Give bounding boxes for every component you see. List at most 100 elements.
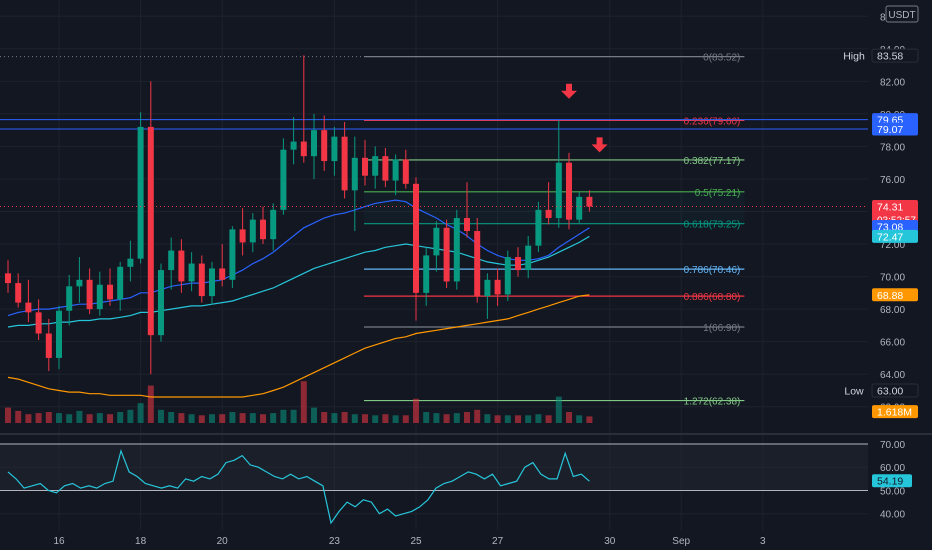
price-label-title: High xyxy=(843,51,865,63)
rsi-pane xyxy=(0,443,868,525)
volume-bar xyxy=(66,414,73,423)
rsi-label-box xyxy=(872,474,912,488)
candle xyxy=(433,221,440,272)
candle xyxy=(137,112,144,264)
candle xyxy=(260,206,266,245)
fibonacci-retracement[interactable]: 0(83.52) 0.236(79.60) 0.382(77.17) 0.5(75.2… xyxy=(364,53,745,408)
candle-body xyxy=(474,231,481,297)
candle-body xyxy=(117,266,124,300)
price-axis-label[interactable]: 1.618M xyxy=(872,405,918,419)
fib-level-label: 0.382(77.17) xyxy=(684,156,741,167)
candle xyxy=(249,213,256,253)
candle xyxy=(45,318,52,371)
candle xyxy=(158,263,164,342)
candle xyxy=(555,120,562,228)
candle-body xyxy=(484,279,491,297)
price-tick-label: 82.00 xyxy=(880,77,905,88)
candle-body xyxy=(321,130,328,162)
candle-body xyxy=(127,258,134,267)
time-tick-label: 23 xyxy=(329,536,341,547)
volume-bar xyxy=(35,413,42,423)
volume-bar xyxy=(484,414,491,423)
candle xyxy=(382,148,389,188)
candle xyxy=(351,136,358,232)
candle xyxy=(484,273,491,319)
candle-body xyxy=(107,284,113,300)
candle xyxy=(423,247,430,306)
price-label-value: 1.618M xyxy=(877,407,912,419)
moving-averages xyxy=(7,199,590,398)
candle xyxy=(362,139,368,186)
price-label-box xyxy=(872,122,918,136)
down-arrow-icon[interactable] xyxy=(561,83,577,99)
currency-badge[interactable]: USDT xyxy=(885,5,919,23)
price-tick-label: 64.00 xyxy=(880,370,905,381)
volume-bar xyxy=(402,415,409,423)
price-axis-label[interactable]: 68.88 xyxy=(872,288,918,302)
candle-body xyxy=(392,159,399,181)
price-axis-label[interactable]: 83.58 High xyxy=(838,48,919,63)
price-label-value: 63.00 xyxy=(877,385,903,397)
price-tick-label: 76.00 xyxy=(880,175,905,186)
candle xyxy=(219,244,226,287)
candle xyxy=(86,268,93,314)
candle-body xyxy=(464,218,470,232)
candle-body xyxy=(341,136,348,191)
time-axis[interactable]: 16 18 20 23 25 27 30 Sep 3 xyxy=(53,536,766,547)
price-axis-label[interactable]: 79.07 xyxy=(872,122,918,137)
candle-body xyxy=(66,286,73,311)
volume-bar xyxy=(413,398,419,423)
candle xyxy=(525,235,532,279)
volume-bar xyxy=(576,415,583,423)
volume-bar xyxy=(239,413,246,423)
candle-body xyxy=(239,229,246,243)
candle xyxy=(280,138,287,215)
candle-body xyxy=(25,302,32,313)
candle-body xyxy=(86,279,93,310)
candle xyxy=(56,305,62,370)
candle-body xyxy=(331,136,338,162)
candle xyxy=(270,203,277,251)
volume-bar xyxy=(453,413,460,423)
price-tick-label: 78.00 xyxy=(880,142,905,153)
candle xyxy=(107,268,113,306)
price-label-title: Low xyxy=(844,385,864,397)
price-axis-label[interactable]: 72.47 xyxy=(872,229,918,244)
volume-bar xyxy=(515,415,521,423)
candle xyxy=(586,190,593,212)
candle xyxy=(576,191,583,223)
candle xyxy=(515,247,521,277)
candle-body xyxy=(290,141,297,150)
volume-bar xyxy=(147,385,154,423)
volume-bar xyxy=(158,409,164,423)
price-tick-label: 68.00 xyxy=(880,305,905,316)
horizontal-lines[interactable] xyxy=(0,56,868,130)
volume-bar xyxy=(56,413,62,423)
rsi-tick-label: 50.00 xyxy=(880,486,905,497)
volume-bar xyxy=(5,407,11,423)
price-label-value: 79.07 xyxy=(877,124,903,136)
price-axis-label[interactable]: 63.00 Low xyxy=(838,383,919,398)
candle-body xyxy=(372,156,379,176)
volume-bars xyxy=(5,381,593,423)
volume-bar xyxy=(260,414,266,423)
candle-body xyxy=(453,218,460,282)
candle-body xyxy=(188,263,195,282)
annotation-arrows[interactable] xyxy=(561,83,608,153)
candle xyxy=(331,126,338,176)
candle xyxy=(566,152,572,230)
price-tick-label: 72.00 xyxy=(880,240,905,251)
candle xyxy=(147,81,154,375)
volume-bar xyxy=(535,414,542,423)
candle xyxy=(311,113,317,179)
candle-body xyxy=(413,183,419,293)
candle-body xyxy=(209,268,215,297)
candle-body xyxy=(515,257,521,271)
rsi-value-label[interactable]: 54.19 xyxy=(872,474,912,488)
moving-average-line xyxy=(7,294,590,398)
down-arrow-icon[interactable] xyxy=(591,137,608,153)
price-axis[interactable]: 86.0084.0082.0080.0078.0076.0074.0072.00… xyxy=(838,12,919,521)
fib-level-label: 0.618(73.25) xyxy=(684,220,741,231)
volume-bar xyxy=(280,409,287,423)
